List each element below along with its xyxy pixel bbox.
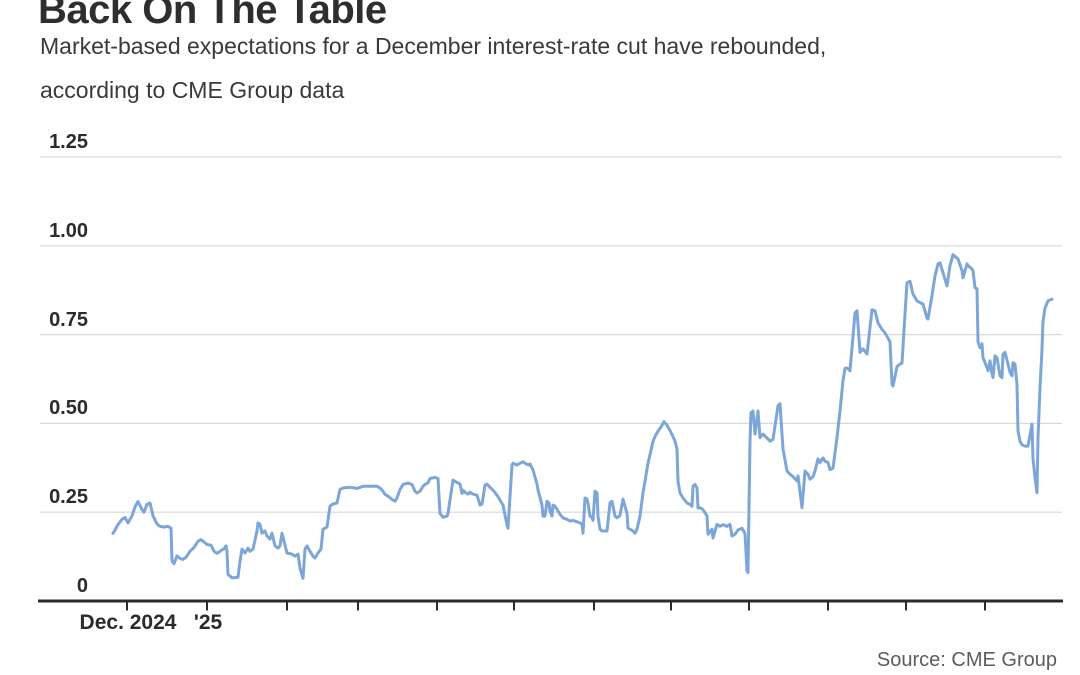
y-axis-label-0: 0	[76, 575, 88, 597]
line-series	[111, 253, 1054, 580]
chart-subtitle-line1: Market-based expectations for a December…	[40, 33, 827, 59]
y-axis-label-075: 0.75	[49, 309, 88, 331]
page-title: Back On The Table	[38, 0, 387, 32]
y-axis-label-025: 0.25	[49, 486, 88, 508]
y-axis-label-050: 0.50	[49, 397, 88, 419]
x-axis-label-dec-2024: Dec. 2024	[79, 611, 177, 634]
x-axis-label-25: '25	[193, 611, 223, 634]
y-axis-label-125: 1.25	[49, 131, 88, 153]
y-axis-label-100: 1.00	[49, 220, 88, 242]
source-label: Source: CME Group	[876, 649, 1057, 671]
chart-subtitle-line2: according to CME Group data	[40, 77, 345, 103]
